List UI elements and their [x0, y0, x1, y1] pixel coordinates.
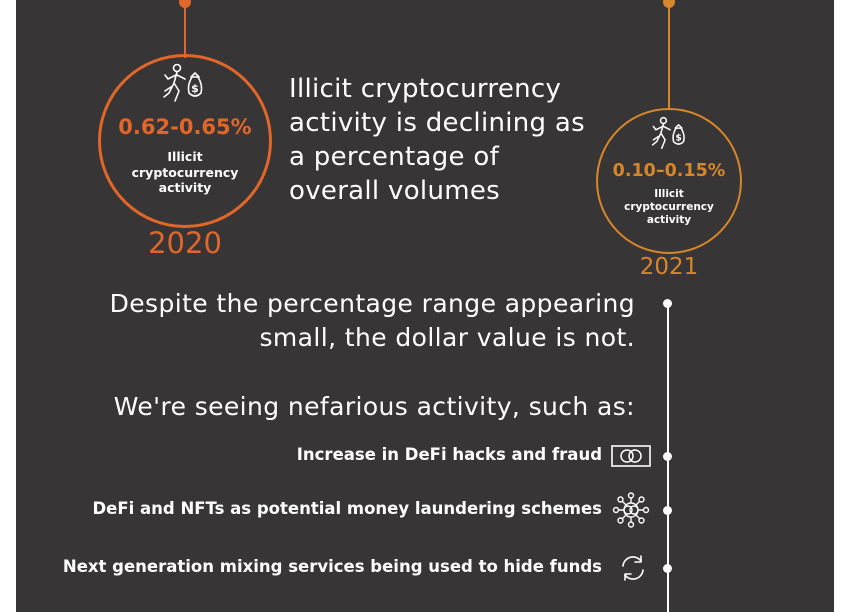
label-line: Illicit — [654, 188, 684, 200]
credit-card-icon — [611, 445, 651, 467]
activity-item: Next generation mixing services being us… — [16, 551, 834, 585]
network-icon — [612, 492, 650, 528]
label-line: cryptocurrency — [131, 164, 239, 180]
timeline-line-2021 — [668, 0, 670, 110]
percentage-2020: 0.62-0.65% — [118, 115, 252, 139]
activity-item-text: DeFi and NFTs as potential money launder… — [92, 499, 602, 518]
year-2020: 2020 — [148, 226, 222, 260]
statement-line: small, the dollar value is not. — [259, 323, 635, 352]
timeline-dot-2021 — [663, 0, 675, 8]
activity-item-text: Increase in DeFi hacks and fraud — [296, 445, 602, 464]
timeline-dot-item — [663, 452, 672, 461]
timeline-dot-2020 — [179, 0, 191, 8]
activity-item-text: Next generation mixing services being us… — [62, 557, 602, 576]
headline-line: overall volumes — [289, 176, 500, 206]
headline-line: a percentage of — [289, 142, 500, 172]
headline-line: Illicit cryptocurrency — [289, 74, 562, 104]
activity-item: Increase in DeFi hacks and fraud — [16, 441, 834, 471]
refresh-icon — [622, 555, 644, 581]
timeline-dot-statement — [663, 299, 672, 308]
percentage-2021: 0.10–0.15% — [612, 161, 726, 181]
timeline-dot-item — [663, 564, 672, 573]
person-with-money-bag-icon: $ — [651, 116, 685, 150]
label-line: Illicit — [167, 149, 203, 164]
headline: Illicit cryptocurrency activity is decli… — [289, 72, 585, 208]
svg-text:$: $ — [675, 133, 681, 144]
stat-circle-2021: $ 0.10–0.15% Illicit cryptocurrency acti… — [596, 108, 742, 254]
person-with-money-bag-icon: $ — [163, 63, 203, 102]
circle-label-2021: Illicit cryptocurrency activity — [598, 188, 740, 227]
timeline-dot-item — [663, 506, 672, 515]
timeline-line-2020 — [184, 0, 186, 58]
svg-text:$: $ — [191, 82, 199, 95]
statement-line: Despite the percentage range appearing — [109, 289, 635, 318]
intro-text: We're seeing nefarious activity, such as… — [113, 392, 635, 421]
activity-item: DeFi and NFTs as potential money launder… — [16, 492, 834, 528]
statement: Despite the percentage range appearing s… — [35, 287, 635, 355]
year-2021: 2021 — [639, 254, 699, 280]
label-line: cryptocurrency — [624, 201, 714, 214]
label-line: activity — [646, 214, 692, 227]
stat-circle-2020: $ 0.62-0.65% Illicit cryptocurrency acti… — [98, 54, 272, 228]
circle-label-2020: Illicit cryptocurrency activity — [101, 149, 269, 196]
label-line: activity — [158, 180, 212, 196]
infographic-panel: $ 0.62-0.65% Illicit cryptocurrency acti… — [16, 0, 834, 612]
headline-line: activity is declining as — [289, 108, 586, 138]
